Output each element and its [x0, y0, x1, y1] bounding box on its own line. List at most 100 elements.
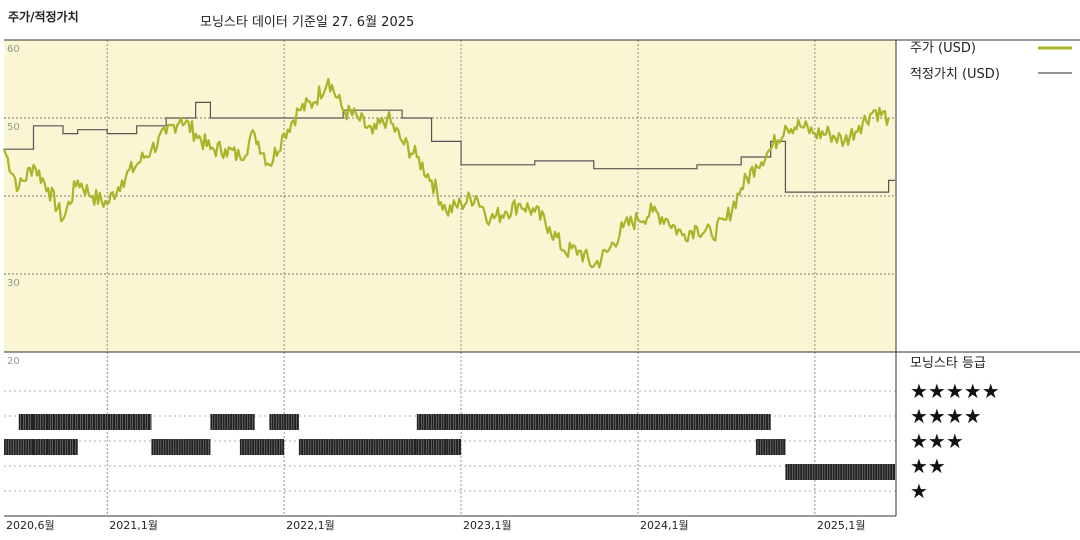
price-point	[769, 148, 772, 151]
price-point	[371, 132, 374, 135]
price-point	[460, 202, 462, 205]
price-point	[194, 132, 197, 135]
price-point	[415, 156, 418, 158]
fair-value-layer	[4, 101, 895, 193]
rating-bar	[4, 439, 34, 455]
price-point	[592, 265, 595, 268]
star-label-1: ★	[910, 479, 928, 503]
rating-bar	[33, 439, 49, 455]
price-point	[710, 234, 713, 236]
price-point	[637, 218, 639, 221]
x-tick-label: 2021,1월	[109, 519, 158, 532]
price-point	[165, 132, 168, 135]
rating-bar	[755, 439, 786, 455]
price-point	[799, 124, 802, 127]
rating-bar	[151, 439, 211, 455]
price-point	[401, 140, 403, 143]
price-point	[858, 124, 861, 127]
rating-bar	[18, 414, 34, 430]
price-point	[740, 187, 743, 190]
rating-bar	[446, 414, 771, 430]
fair-value-legend-label: 적정가치 (USD)	[910, 67, 1000, 82]
price-point	[327, 78, 330, 80]
rating-bar	[298, 439, 417, 455]
rating-legend-title: 모닝스타 등급	[910, 356, 986, 371]
price-point	[209, 148, 212, 151]
x-tick-label: 2024,1월	[640, 519, 689, 532]
price-point	[62, 218, 64, 221]
fair-value-legend: 적정가치 (USD)	[910, 67, 1072, 82]
data-date-subtitle: 모닝스타 데이터 기준일 27. 6월 2025	[200, 15, 415, 30]
price-point	[607, 249, 610, 252]
price-point	[356, 117, 359, 119]
y-axis-ticks: 60 50 30 20	[7, 44, 20, 367]
price-point	[283, 132, 286, 135]
price-point	[872, 109, 875, 112]
rating-bar	[210, 414, 255, 430]
rating-bar	[48, 439, 78, 455]
price-point	[887, 117, 890, 119]
price-point	[150, 148, 153, 151]
price-point	[121, 179, 123, 182]
rating-bar	[416, 414, 447, 430]
rating-bar	[416, 439, 447, 455]
price-point	[76, 179, 79, 182]
price-point	[489, 218, 492, 221]
price-point	[533, 210, 536, 213]
rating-bar	[785, 464, 895, 480]
price-point	[666, 218, 669, 221]
price-point	[342, 109, 345, 112]
price-point	[784, 124, 787, 127]
price-point	[519, 202, 521, 205]
x-tick-label: 2020,6월	[6, 519, 55, 532]
price-point	[843, 140, 846, 143]
x-tick-label: 2023,1월	[463, 519, 512, 532]
price-point	[578, 249, 580, 252]
price-point	[106, 202, 109, 205]
price-point	[47, 187, 50, 190]
y-tick-label: 60	[7, 44, 20, 55]
fair-value-line	[4, 101, 895, 193]
star-label-3: ★★★	[910, 429, 964, 453]
rating-bar	[48, 414, 152, 430]
rating-bar	[33, 414, 49, 430]
price-point	[386, 117, 389, 119]
price-point	[622, 226, 625, 229]
price-point	[253, 132, 256, 135]
star-label-2: ★★	[910, 454, 946, 478]
price-point	[725, 218, 728, 221]
price-point	[504, 210, 507, 213]
price-point	[445, 210, 448, 213]
price-point	[224, 148, 227, 151]
rating-bar	[239, 439, 285, 455]
price-point	[91, 195, 94, 197]
x-tick-label: 2025,1월	[817, 519, 866, 532]
rating-bar	[446, 439, 462, 455]
price-point	[563, 249, 566, 252]
price-point	[17, 187, 20, 190]
price-point	[180, 117, 182, 119]
price-point	[32, 163, 35, 166]
chart-title: 주가/적정가치	[8, 10, 79, 24]
x-tick-label: 2022,1월	[286, 519, 335, 532]
price-legend: 주가 (USD)	[910, 41, 1072, 56]
price-point	[548, 226, 551, 229]
star-label-4: ★★★★	[910, 404, 982, 428]
rating-bar	[269, 414, 299, 430]
price-point	[651, 210, 654, 213]
y-tick-label: 20	[7, 356, 20, 367]
rating-bars	[4, 414, 895, 480]
price-point	[755, 163, 757, 166]
price-point	[681, 234, 684, 236]
price-point	[696, 226, 698, 229]
price-point	[430, 179, 433, 182]
price-point	[268, 163, 271, 166]
star-label-5: ★★★★★	[910, 379, 1000, 403]
x-axis-ticks: 2020,6월 2021,1월 2022,1월 2023,1월 2024,1월 2025,…	[6, 519, 866, 532]
price-layer	[2, 77, 890, 269]
price-point	[814, 132, 816, 135]
price-legend-label: 주가 (USD)	[910, 41, 976, 56]
price-point	[828, 132, 831, 135]
price-point	[312, 101, 315, 104]
